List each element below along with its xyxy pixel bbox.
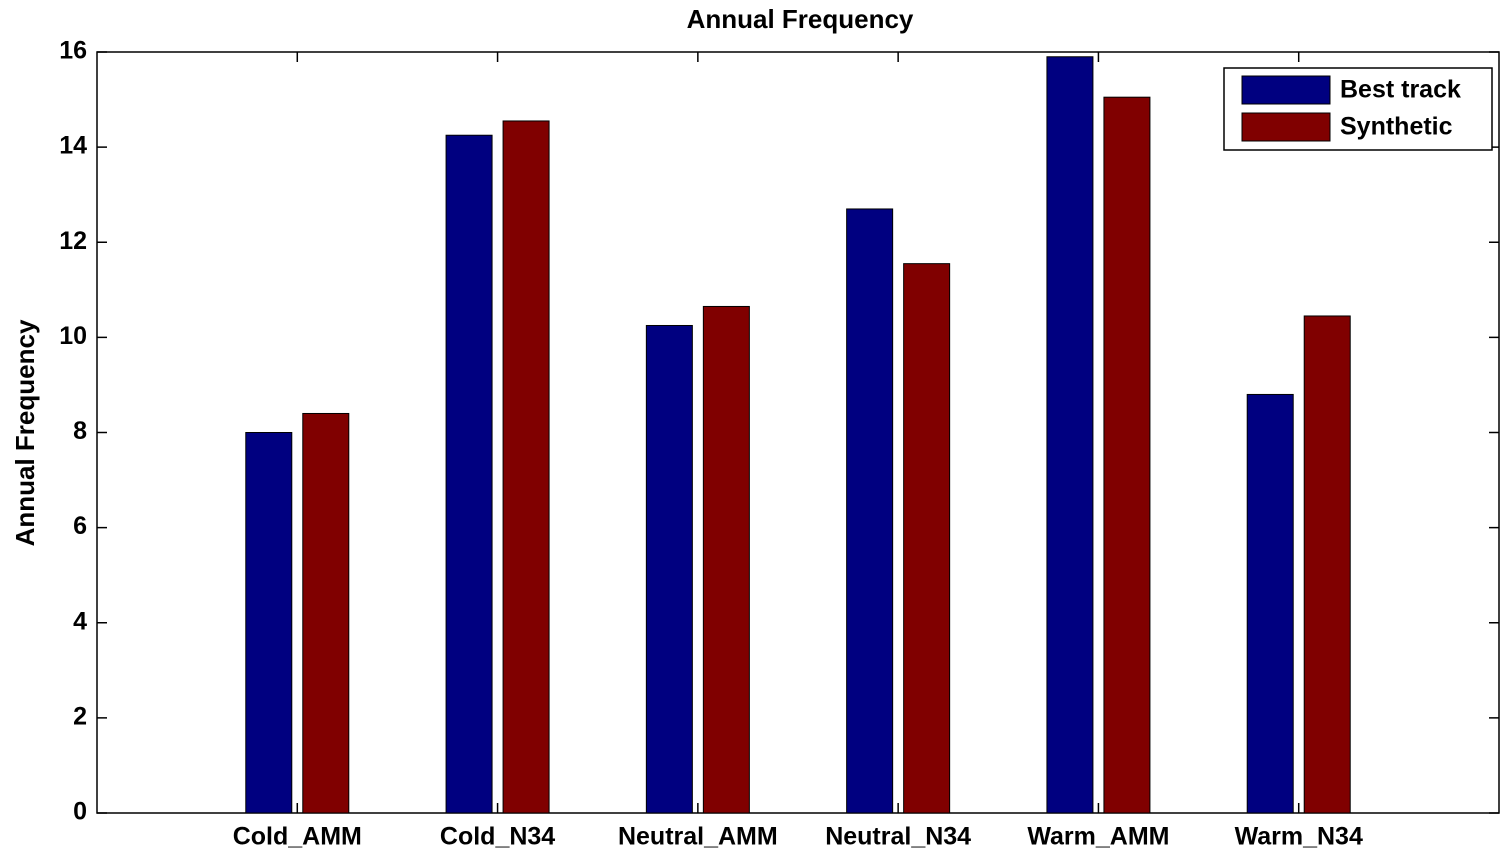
legend-label: Best track	[1340, 76, 1461, 104]
bar	[1046, 56, 1094, 814]
bar	[645, 324, 693, 814]
y-tick-label: 12	[59, 227, 87, 255]
legend-swatch	[1241, 112, 1331, 142]
x-tick-label: Warm_AMM	[1027, 823, 1169, 851]
x-tick-label: Neutral_N34	[825, 823, 971, 851]
bar	[1246, 393, 1294, 814]
x-tick-label: Warm_N34	[1235, 823, 1363, 851]
legend-label: Synthetic	[1340, 113, 1453, 141]
x-tick-label: Cold_AMM	[233, 823, 362, 851]
bar	[245, 432, 293, 814]
y-tick-label: 4	[73, 607, 87, 635]
bar	[1103, 96, 1151, 814]
y-tick-label: 0	[73, 798, 87, 826]
bar	[445, 134, 493, 814]
y-tick-label: 6	[73, 512, 87, 540]
y-tick-label: 8	[73, 417, 87, 445]
y-tick-label: 14	[59, 132, 87, 160]
y-tick-label: 2	[73, 702, 87, 730]
bar	[1303, 315, 1351, 814]
bar	[502, 120, 550, 814]
legend-swatch	[1241, 75, 1331, 105]
y-tick-label: 16	[59, 37, 87, 65]
x-tick-label: Cold_N34	[440, 823, 555, 851]
y-tick-label: 10	[59, 322, 87, 350]
chart-title: Annual Frequency	[687, 4, 914, 34]
bar	[302, 412, 350, 814]
x-tick-label: Neutral_AMM	[618, 823, 778, 851]
bar	[903, 263, 951, 814]
y-axis-label: Annual Frequency	[10, 319, 40, 546]
bar	[846, 208, 894, 814]
bar	[702, 305, 750, 814]
